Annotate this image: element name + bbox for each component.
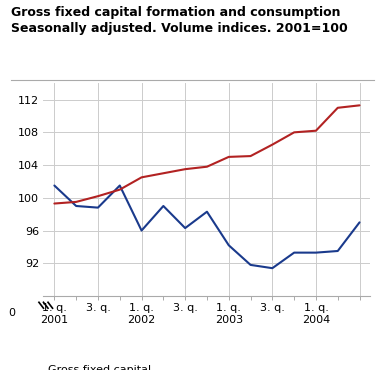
Text: 0: 0: [9, 308, 15, 318]
Text: Gross fixed capital formation and consumption
Seasonally adjusted. Volume indice: Gross fixed capital formation and consum…: [11, 6, 348, 34]
Legend: Gross fixed capital
formation,
Mainland-Norway, Consumption in
households: Gross fixed capital formation, Mainland-…: [23, 366, 281, 370]
